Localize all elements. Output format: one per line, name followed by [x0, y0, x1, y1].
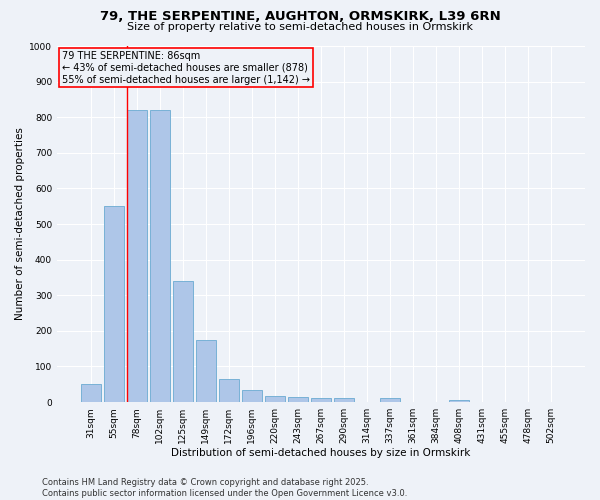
- Text: 79 THE SERPENTINE: 86sqm
← 43% of semi-detached houses are smaller (878)
55% of : 79 THE SERPENTINE: 86sqm ← 43% of semi-d…: [62, 52, 310, 84]
- Bar: [380, 398, 400, 402]
- Bar: [104, 206, 124, 402]
- Text: 79, THE SERPENTINE, AUGHTON, ORMSKIRK, L39 6RN: 79, THE SERPENTINE, AUGHTON, ORMSKIRK, L…: [100, 10, 500, 23]
- Bar: [150, 110, 170, 402]
- Bar: [334, 398, 354, 402]
- Bar: [81, 384, 101, 402]
- X-axis label: Distribution of semi-detached houses by size in Ormskirk: Distribution of semi-detached houses by …: [172, 448, 471, 458]
- Bar: [219, 379, 239, 402]
- Bar: [127, 110, 146, 402]
- Bar: [173, 281, 193, 402]
- Y-axis label: Number of semi-detached properties: Number of semi-detached properties: [15, 128, 25, 320]
- Bar: [311, 398, 331, 402]
- Bar: [265, 396, 285, 402]
- Bar: [196, 340, 215, 402]
- Text: Contains HM Land Registry data © Crown copyright and database right 2025.
Contai: Contains HM Land Registry data © Crown c…: [42, 478, 407, 498]
- Bar: [288, 397, 308, 402]
- Bar: [449, 400, 469, 402]
- Bar: [242, 390, 262, 402]
- Text: Size of property relative to semi-detached houses in Ormskirk: Size of property relative to semi-detach…: [127, 22, 473, 32]
